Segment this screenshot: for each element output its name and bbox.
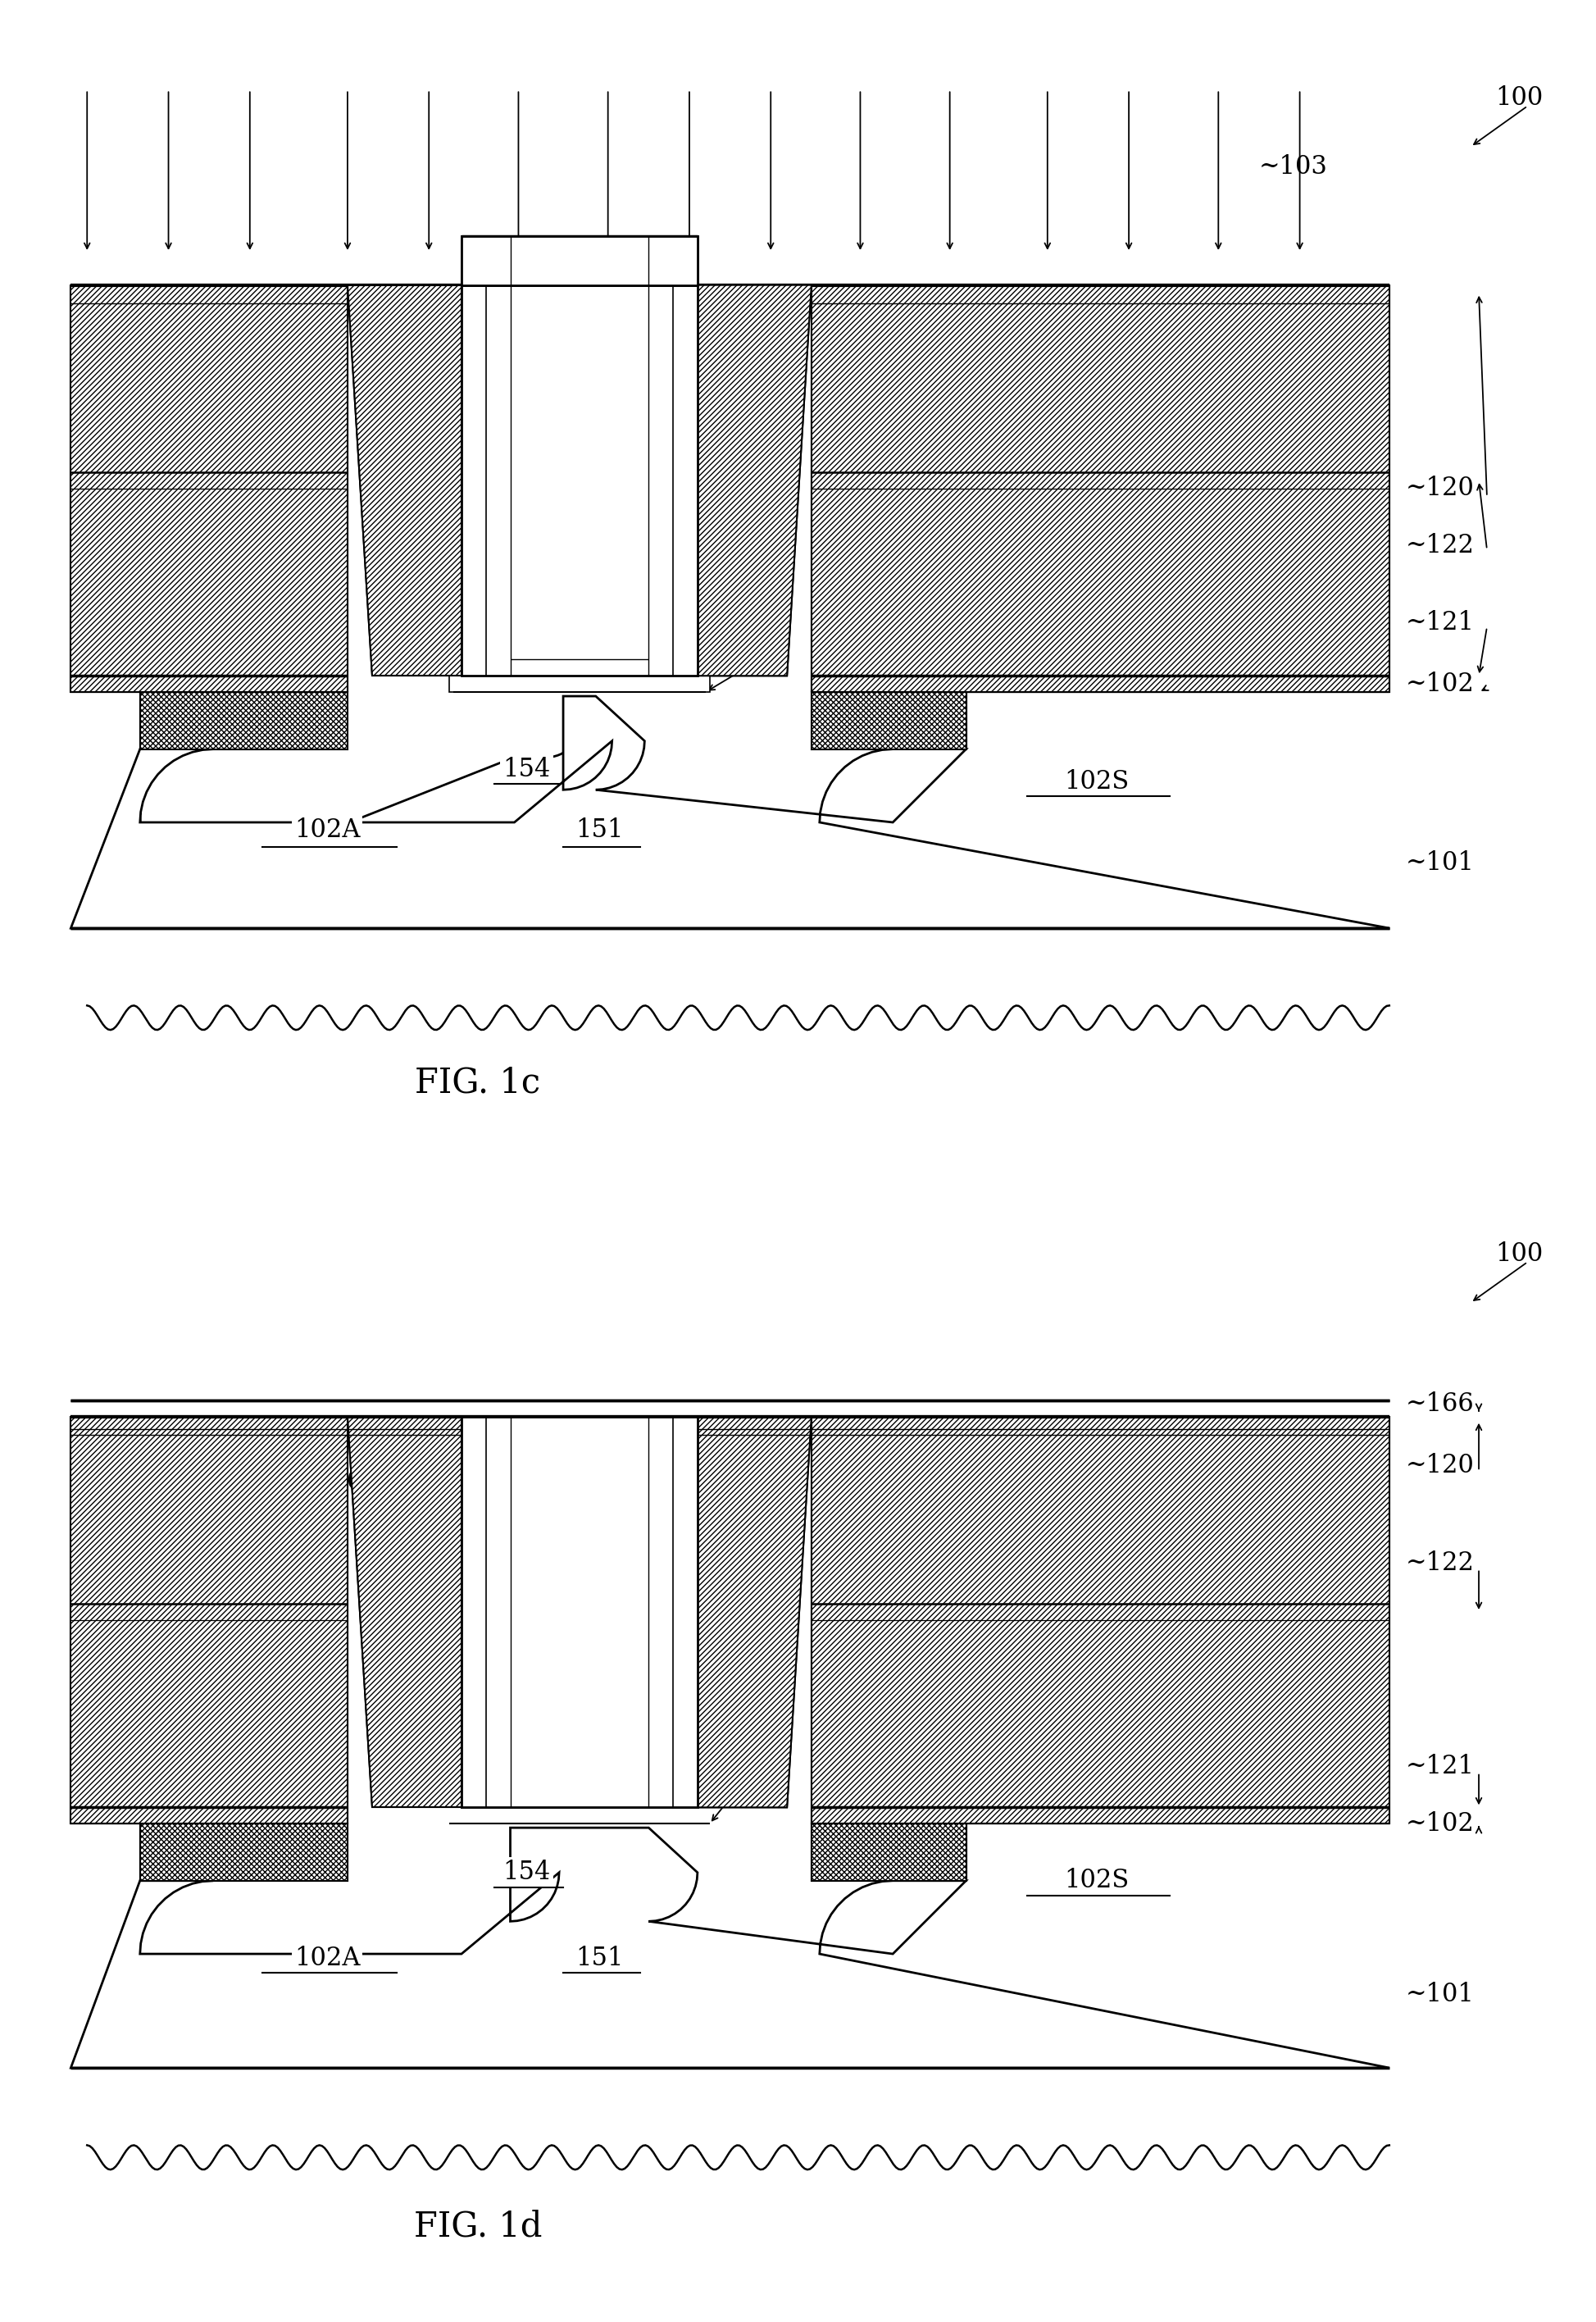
Text: ~101: ~101: [1406, 850, 1475, 875]
Text: 100: 100: [1495, 1240, 1543, 1265]
Text: ~102: ~102: [1406, 1811, 1475, 1837]
Text: 160T: 160T: [477, 358, 543, 383]
Text: 153: 153: [658, 1461, 705, 1486]
Text: 162: 162: [527, 1591, 575, 1616]
Polygon shape: [70, 750, 140, 929]
Text: 154: 154: [503, 757, 551, 783]
Text: 154: 154: [503, 1860, 551, 1885]
Text: 161: 161: [705, 1762, 753, 1788]
Polygon shape: [448, 676, 710, 692]
Text: 100: 100: [1495, 86, 1543, 111]
Polygon shape: [348, 286, 461, 676]
Polygon shape: [811, 1416, 1389, 1823]
Text: 102A: 102A: [294, 817, 361, 843]
Text: ~102: ~102: [1406, 671, 1475, 697]
Polygon shape: [461, 237, 697, 286]
Polygon shape: [461, 1416, 697, 1807]
Text: 165S: 165S: [547, 1461, 611, 1486]
Polygon shape: [461, 1416, 697, 1807]
Text: ~121: ~121: [1406, 1753, 1475, 1779]
Text: 102S: 102S: [1065, 769, 1128, 794]
Polygon shape: [697, 1416, 811, 1807]
Text: 160: 160: [314, 1470, 362, 1495]
Text: ~122: ~122: [1406, 1551, 1475, 1577]
Polygon shape: [140, 692, 348, 750]
Polygon shape: [70, 286, 348, 692]
Polygon shape: [70, 750, 1389, 929]
Polygon shape: [70, 692, 348, 929]
Text: 153: 153: [674, 358, 721, 383]
Polygon shape: [461, 286, 697, 676]
Polygon shape: [70, 1827, 1389, 2069]
Polygon shape: [70, 750, 1389, 929]
Polygon shape: [811, 750, 966, 929]
Text: 151: 151: [576, 817, 624, 843]
Text: FIG. 1c: FIG. 1c: [415, 1066, 541, 1101]
Polygon shape: [811, 1823, 966, 1881]
Polygon shape: [811, 692, 966, 750]
Text: 165S: 165S: [592, 358, 656, 383]
Text: ~101: ~101: [1406, 1983, 1475, 2006]
Text: 162: 162: [543, 525, 591, 550]
Polygon shape: [697, 286, 811, 676]
Polygon shape: [511, 286, 648, 676]
Text: 160L: 160L: [509, 627, 573, 652]
Polygon shape: [811, 286, 1389, 692]
Text: ~103: ~103: [1259, 153, 1328, 179]
Polygon shape: [348, 1416, 461, 1807]
Polygon shape: [811, 1823, 966, 1881]
Polygon shape: [811, 1416, 1389, 1823]
Polygon shape: [697, 286, 811, 676]
Text: 152: 152: [128, 509, 176, 534]
Text: 152: 152: [128, 1639, 176, 1665]
Polygon shape: [348, 692, 811, 750]
Text: ~120: ~120: [1406, 476, 1475, 502]
Text: 1650: 1650: [535, 439, 598, 464]
Text: ~121: ~121: [1406, 611, 1475, 636]
Polygon shape: [348, 1416, 461, 1807]
Text: ~166: ~166: [1406, 1391, 1475, 1416]
Text: 160: 160: [385, 320, 433, 346]
Text: ~120: ~120: [1406, 1454, 1475, 1479]
Polygon shape: [70, 286, 348, 692]
Polygon shape: [348, 286, 461, 676]
Text: 102A: 102A: [294, 1946, 361, 1971]
Polygon shape: [461, 237, 697, 286]
Polygon shape: [697, 1416, 811, 1807]
Polygon shape: [811, 692, 966, 750]
Polygon shape: [811, 286, 1389, 692]
Text: 102S: 102S: [1065, 1867, 1128, 1892]
Polygon shape: [461, 286, 697, 676]
Polygon shape: [70, 697, 1389, 929]
Polygon shape: [140, 1823, 348, 1881]
Polygon shape: [140, 750, 348, 929]
Text: 161: 161: [702, 648, 750, 673]
Text: ~122: ~122: [1406, 532, 1475, 557]
Polygon shape: [140, 1823, 348, 1881]
Polygon shape: [140, 692, 348, 750]
Text: FIG. 1d: FIG. 1d: [413, 2211, 543, 2243]
Text: 151: 151: [576, 1946, 624, 1971]
Polygon shape: [70, 1416, 348, 1823]
Polygon shape: [70, 1416, 348, 1823]
